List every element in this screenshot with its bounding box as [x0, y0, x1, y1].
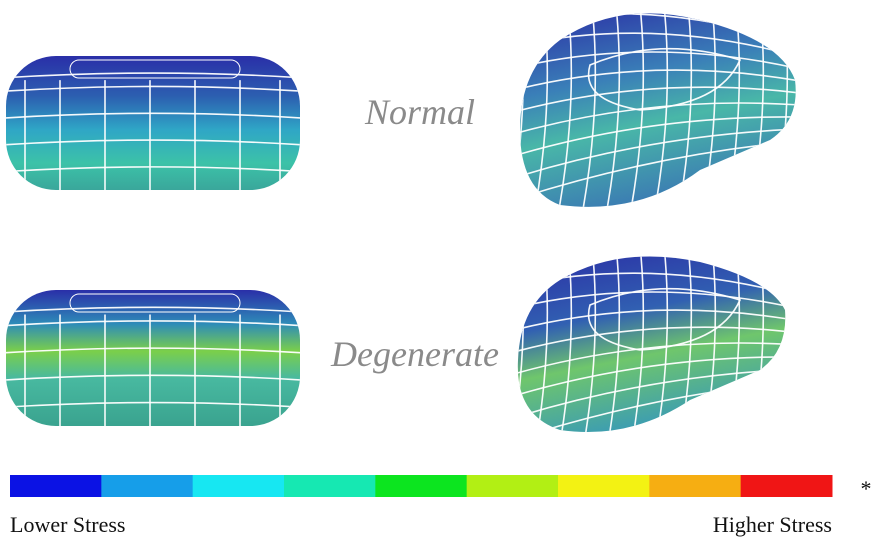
label-normal: Normal — [364, 92, 475, 132]
label-degenerate: Degenerate — [330, 334, 499, 374]
low-label: Lower Stress — [10, 512, 125, 537]
colorbar-segment — [284, 475, 376, 497]
disc-degenerate-oblique — [510, 245, 800, 455]
colorbar-segment — [101, 475, 193, 497]
colorbar — [10, 475, 833, 497]
disc-normal-oblique — [510, 5, 800, 215]
colorbar-segment — [467, 475, 559, 497]
colorbar-segment — [375, 475, 467, 497]
marker: * — [861, 476, 872, 501]
colorbar-segment — [558, 475, 650, 497]
figure: Normal Degenerate * Lower Stress Higher … — [0, 0, 873, 539]
colorbar-segment — [649, 475, 741, 497]
colorbar-segment — [741, 475, 833, 497]
disc-normal-side — [0, 56, 306, 190]
colorbar-segment — [10, 475, 102, 497]
disc-degenerate-side — [0, 290, 306, 426]
colorbar-segment — [193, 475, 285, 497]
high-label: Higher Stress — [713, 512, 832, 537]
figure-canvas: Normal Degenerate * Lower Stress Higher … — [0, 0, 873, 539]
